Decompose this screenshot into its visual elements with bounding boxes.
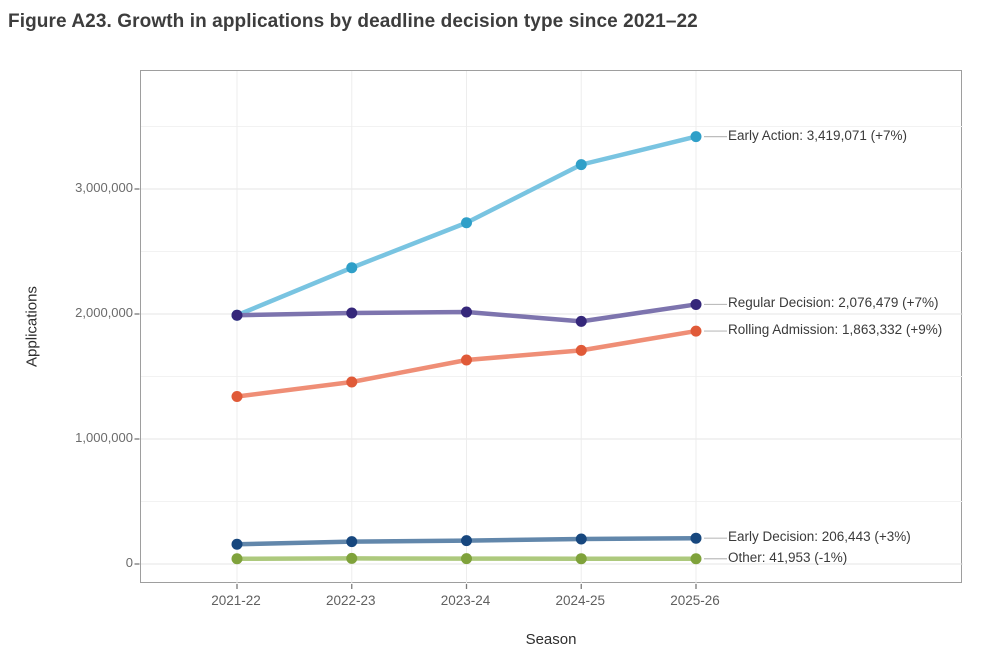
data-point-early-action: [690, 131, 702, 143]
data-point-regular-decision: [461, 306, 472, 318]
plot-svg: [134, 71, 963, 589]
series-end-label-other: Other: 41,953 (-1%): [728, 549, 848, 565]
figure-title: Figure A23. Growth in applications by de…: [8, 11, 698, 32]
data-point-other: [231, 553, 243, 565]
data-point-rolling-admission: [575, 344, 587, 356]
data-point-early-decision: [346, 536, 358, 548]
x-tick-label: 2023-24: [440, 593, 491, 608]
data-point-early-decision: [575, 533, 587, 545]
data-point-other: [346, 552, 358, 564]
y-axis-title: Applications: [23, 286, 41, 367]
data-point-regular-decision: [690, 298, 702, 310]
data-point-early-action: [575, 159, 587, 171]
data-point-regular-decision: [346, 307, 358, 319]
data-point-rolling-admission: [346, 376, 358, 388]
y-tick-label: 0: [125, 555, 133, 570]
data-point-other: [575, 553, 587, 565]
data-point-other: [461, 553, 472, 565]
series-end-label-early-action: Early Action: 3,419,071 (+7%): [728, 127, 907, 143]
series-end-label-regular-decision: Regular Decision: 2,076,479 (+7%): [728, 295, 939, 311]
data-point-regular-decision: [231, 309, 243, 321]
data-point-rolling-admission: [231, 391, 243, 402]
x-tick-label: 2024-25: [555, 593, 606, 608]
data-point-early-decision: [231, 538, 243, 550]
data-point-rolling-admission: [461, 354, 472, 366]
x-tick-label: 2021-22: [211, 593, 261, 608]
data-point-early-action: [461, 217, 472, 229]
y-tick-label: 1,000,000: [75, 430, 133, 445]
data-point-rolling-admission: [690, 325, 702, 337]
x-axis-title: Season: [525, 631, 577, 648]
series-end-label-rolling-admission: Rolling Admission: 1,863,332 (+9%): [728, 322, 943, 338]
data-point-early-action: [346, 262, 358, 274]
y-tick-label: 3,000,000: [75, 180, 133, 195]
data-point-other: [690, 553, 702, 565]
data-point-regular-decision: [575, 315, 587, 327]
x-tick-label: 2025-26: [670, 593, 720, 608]
y-tick-label: 2,000,000: [75, 305, 133, 320]
data-point-early-decision: [690, 532, 702, 544]
series-end-label-early-decision: Early Decision: 206,443 (+3%): [728, 529, 911, 545]
x-tick-label: 2022-23: [325, 593, 376, 608]
plot-panel: [134, 70, 963, 589]
data-point-early-decision: [461, 535, 472, 547]
